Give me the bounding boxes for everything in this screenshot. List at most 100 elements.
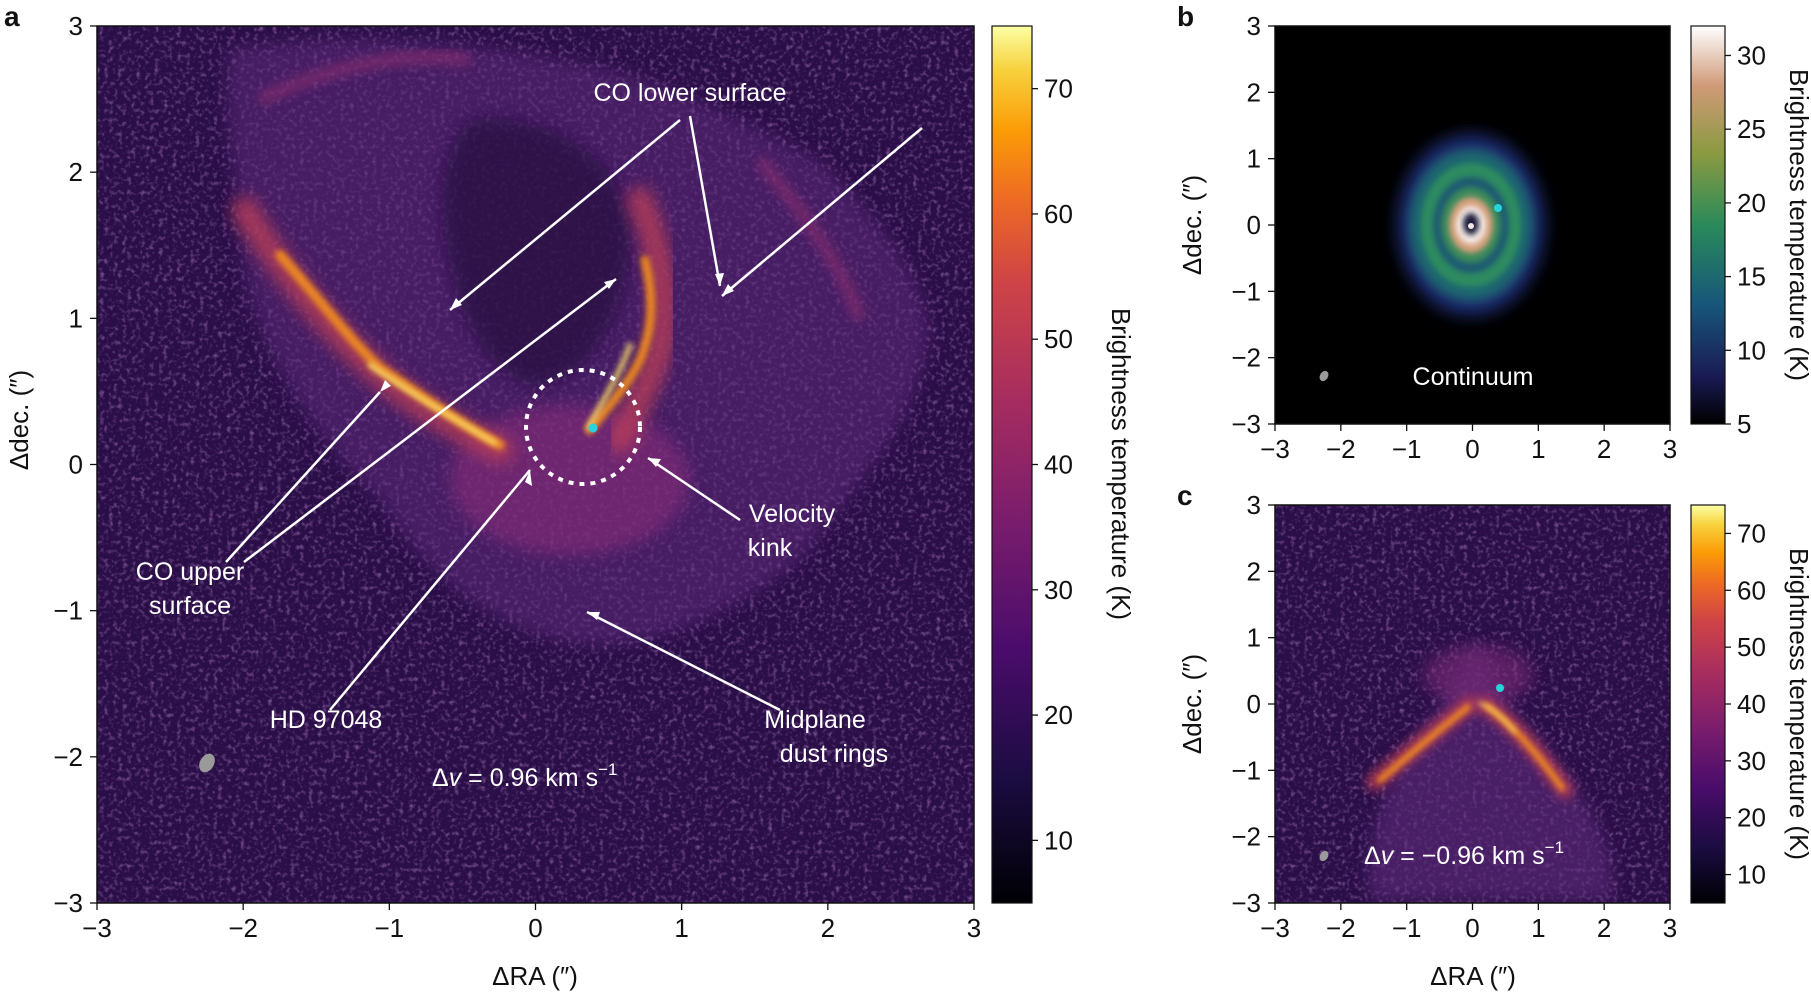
y-tick-label: 1 [69, 303, 83, 333]
planet-marker-b [1494, 204, 1502, 212]
colorbar-tick-label: 60 [1044, 199, 1073, 229]
x-tick-label: 2 [1597, 913, 1611, 943]
colorbar-b [1690, 25, 1726, 425]
panel-a-x-ticks: −3 −2 −1 0 1 2 3 [82, 903, 981, 943]
x-tick-label: −1 [1392, 434, 1422, 464]
colorbar-b-label: Brightness temperature (K) [1784, 69, 1811, 381]
colorbar-a-ticks: 10 20 30 40 50 60 70 [1032, 74, 1073, 855]
panel-b-label: b [1177, 1, 1194, 32]
y-tick-label: 3 [1247, 11, 1261, 41]
annotation-hd97048: HD 97048 [270, 706, 383, 734]
x-tick-label: −2 [228, 913, 258, 943]
panel-b-image [1275, 26, 1670, 424]
beam-b [1319, 370, 1329, 382]
colorbar-tick-label: 60 [1737, 575, 1766, 605]
y-tick-label: −3 [1231, 409, 1261, 439]
panel-c-image [1275, 505, 1670, 903]
y-tick-label: 0 [1247, 689, 1261, 719]
x-tick-label: 3 [967, 913, 981, 943]
x-tick-label: 3 [1663, 913, 1677, 943]
colorbar-tick-label: 25 [1737, 114, 1766, 144]
colorbar-tick-label: 10 [1044, 825, 1073, 855]
x-tick-label: 1 [674, 913, 688, 943]
panel-a-y-ticks: −3 −2 −1 0 1 2 3 [53, 11, 97, 918]
panel-b-ylabel: Δdec. (″) [1177, 175, 1207, 275]
y-tick-label: −3 [1231, 888, 1261, 918]
x-tick-label: 1 [1531, 434, 1545, 464]
y-tick-label: −2 [1231, 343, 1261, 373]
y-tick-label: −1 [1231, 755, 1261, 785]
x-tick-label: 0 [1465, 434, 1479, 464]
colorbar-tick-label: 20 [1737, 188, 1766, 218]
panel-c-y-ticks: −3 −2 −1 0 1 2 3 [1231, 490, 1275, 918]
annotation-velocity-kink-2: kink [748, 534, 793, 562]
panel-b: b Continuum −3 −2 −1 0 1 2 3 −3 −2 −1 0 1 2 3 Δdec. … [1177, 1, 1811, 464]
y-tick-label: 1 [1247, 623, 1261, 653]
x-tick-label: 3 [1663, 434, 1677, 464]
y-tick-label: −2 [53, 742, 83, 772]
x-tick-label: −3 [82, 913, 112, 943]
colorbar-tick-label: 15 [1737, 262, 1766, 292]
panel-c-label: c [1177, 480, 1193, 511]
x-tick-label: −3 [1260, 913, 1290, 943]
y-tick-label: 1 [1247, 144, 1261, 174]
y-tick-label: 2 [69, 157, 83, 187]
colorbar-tick-label: 70 [1044, 74, 1073, 104]
colorbar-tick-label: 40 [1737, 689, 1766, 719]
colorbar-tick-label: 50 [1044, 324, 1073, 354]
x-tick-label: 2 [821, 913, 835, 943]
panel-a-arrowheads [380, 273, 734, 620]
velocity-label-c: Δv = −0.96 km s−1 [1364, 838, 1564, 870]
y-tick-label: 2 [1247, 77, 1261, 107]
colorbar-tick-label: 30 [1044, 575, 1073, 605]
colorbar-c-ticks: 10 20 30 40 50 60 70 [1725, 518, 1766, 890]
colorbar-tick-label: 30 [1737, 746, 1766, 776]
panel-a-ylabel: Δdec. (″) [4, 370, 34, 470]
y-tick-label: −2 [1231, 822, 1261, 852]
colorbar-tick-label: 10 [1737, 860, 1766, 890]
panel-a-arrows [225, 115, 923, 712]
y-tick-label: −1 [53, 596, 83, 626]
colorbar-tick-label: 5 [1737, 409, 1751, 439]
colorbar-c [1690, 504, 1726, 904]
velocity-kink-circle [524, 368, 642, 486]
planet-marker-a [588, 423, 598, 433]
y-tick-label: 3 [1247, 490, 1261, 520]
colorbar-tick-label: 70 [1737, 518, 1766, 548]
annotation-co-upper-surface-1: CO upper [136, 558, 244, 586]
x-tick-label: −1 [1392, 913, 1422, 943]
colorbar-tick-label: 30 [1737, 40, 1766, 70]
colorbar-tick-label: 20 [1737, 803, 1766, 833]
x-tick-label: 0 [1465, 913, 1479, 943]
y-tick-label: −3 [53, 888, 83, 918]
x-tick-label: −3 [1260, 434, 1290, 464]
panel-c-xlabel: ΔRA (″) [1430, 961, 1516, 991]
colorbar-b-ticks: 5 10 15 20 25 30 [1725, 40, 1766, 439]
x-tick-label: 0 [528, 913, 542, 943]
annotation-velocity-kink-1: Velocity [749, 500, 836, 528]
panel-c: c Δv = −0.96 km s−1 −3 −2 −1 0 1 2 3 −3 −2 −1 0 1 2… [1177, 480, 1811, 991]
panel-a-label: a [4, 1, 20, 32]
colorbar-tick-label: 10 [1737, 335, 1766, 365]
beam-c [1319, 850, 1329, 862]
colorbar-tick-label: 40 [1044, 450, 1073, 480]
panel-c-x-ticks: −3 −2 −1 0 1 2 3 [1260, 903, 1677, 943]
y-tick-label: 3 [69, 11, 83, 41]
annotation-co-lower-surface: CO lower surface [593, 79, 786, 107]
panel-a-image [97, 26, 974, 903]
colorbar-c-label: Brightness temperature (K) [1784, 548, 1811, 860]
y-tick-label: −1 [1231, 276, 1261, 306]
annotation-midplane-1: Midplane [764, 706, 865, 734]
beam-a [199, 753, 215, 773]
colorbar-tick-label: 20 [1044, 700, 1073, 730]
panel-a: a [4, 1, 1136, 991]
panel-c-ylabel: Δdec. (″) [1177, 654, 1207, 754]
annotation-co-upper-surface-2: surface [149, 592, 231, 620]
colorbar-a-label: Brightness temperature (K) [1106, 308, 1136, 620]
x-tick-label: −2 [1326, 434, 1356, 464]
colorbar-a [991, 25, 1033, 904]
panel-b-x-ticks: −3 −2 −1 0 1 2 3 [1260, 424, 1677, 464]
y-tick-label: 0 [69, 450, 83, 480]
annotation-midplane-2: dust rings [780, 740, 888, 768]
